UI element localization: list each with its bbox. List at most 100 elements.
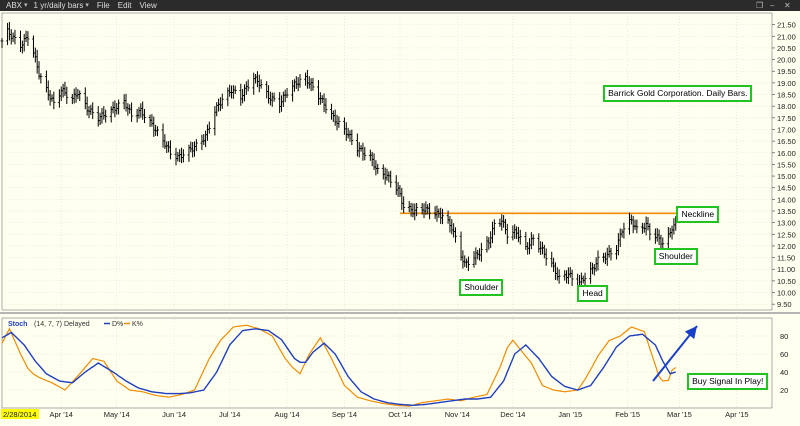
price-bar (603, 252, 607, 265)
price-bar (553, 262, 557, 280)
x-tick-label: Oct '14 (388, 410, 412, 419)
price-bar (644, 216, 648, 236)
price-bar (63, 81, 67, 96)
price-bar (570, 269, 574, 286)
restore-icon[interactable]: ❐ (756, 1, 764, 10)
price-bar (479, 242, 483, 262)
stoch-tick-label: 40 (780, 368, 788, 377)
price-bar (618, 228, 622, 248)
close-icon[interactable]: ✕ (784, 1, 791, 10)
menu-edit[interactable]: Edit (117, 1, 132, 10)
x-tick-label: Apr '15 (725, 410, 749, 419)
price-bar (161, 123, 165, 148)
price-bar (255, 71, 259, 88)
price-bar (402, 196, 406, 214)
price-bar (281, 91, 285, 107)
price-bar (44, 70, 48, 93)
price-bar (242, 84, 246, 102)
price-bar (152, 116, 156, 137)
price-bar (659, 234, 663, 249)
stoch-indicator-label[interactable]: Stoch (8, 321, 27, 328)
price-bar (215, 102, 219, 117)
price-bar (113, 100, 117, 118)
menu-view[interactable]: View (139, 1, 157, 10)
price-bar (385, 168, 389, 181)
price-bar (563, 270, 567, 281)
price-bar (13, 29, 17, 45)
buy-signal-arrow (652, 325, 698, 382)
price-bar (355, 133, 359, 157)
price-bar (370, 151, 374, 167)
price-tick-label: 20.00 (777, 56, 796, 65)
price-bar (372, 153, 376, 171)
price-bar (524, 231, 528, 251)
symbol-selector[interactable]: ABX ▾ (6, 0, 28, 11)
price-bar (268, 91, 272, 106)
price-tick-label: 20.50 (777, 44, 796, 53)
price-bar (505, 223, 509, 244)
price-bar (244, 81, 248, 95)
stoch-tick-label: 20 (780, 386, 788, 395)
x-tick-label: Nov '14 (445, 410, 470, 419)
price-tick-label: 16.50 (777, 137, 796, 146)
price-bar (39, 73, 43, 84)
price-bar (531, 234, 535, 246)
price-bar (117, 99, 121, 115)
price-bar (150, 114, 154, 127)
price-bar (191, 142, 195, 158)
menu-file[interactable]: File (96, 1, 110, 10)
price-bar (126, 103, 130, 116)
price-tick-label: 19.50 (777, 67, 796, 76)
price-tick-label: 16.00 (777, 149, 796, 158)
price-bar (672, 218, 676, 235)
x-tick-label: Sep '14 (332, 410, 357, 419)
price-bar (324, 98, 328, 114)
price-bar (91, 102, 95, 120)
price-bar (550, 251, 554, 268)
price-tick-label: 11.00 (777, 265, 795, 274)
price-bar (259, 79, 263, 89)
price-bar (231, 85, 235, 99)
price-bar (396, 182, 400, 197)
price-bar (181, 149, 185, 163)
price-tick-label: 15.00 (777, 172, 796, 181)
minimize-icon[interactable]: – (770, 1, 775, 10)
price-bar (422, 203, 426, 219)
price-bar (670, 225, 674, 240)
price-bar (70, 94, 74, 105)
price-bar (642, 222, 646, 233)
price-bar (363, 146, 367, 161)
x-tick-label: 2/28/2014 (3, 410, 36, 419)
price-bar (515, 226, 519, 239)
price-bar (204, 130, 208, 148)
x-tick-label: Feb '15 (615, 410, 640, 419)
price-bar (294, 76, 298, 89)
price-bar (59, 86, 63, 102)
price-bar (516, 226, 520, 243)
price-bar (583, 272, 587, 288)
stoch-tick-label: 80 (780, 332, 788, 341)
price-bar (441, 208, 445, 225)
pattern-label: Shoulder (459, 279, 504, 297)
price-bar (529, 232, 533, 250)
price-bar (615, 245, 619, 260)
neckline-label: Neckline (676, 205, 720, 223)
price-bar (168, 140, 172, 160)
price-bar (459, 231, 463, 261)
x-tick-label: May '14 (104, 410, 130, 419)
price-bar (278, 92, 282, 114)
price-bar (415, 202, 419, 217)
price-bar (348, 130, 352, 142)
price-bar (31, 35, 35, 58)
price-tick-label: 17.50 (777, 114, 796, 123)
price-bars (0, 21, 678, 294)
price-bar (485, 236, 489, 253)
price-bar (389, 170, 393, 188)
x-tick-label: Apr '14 (49, 410, 73, 419)
price-bar (22, 33, 26, 52)
price-bar (48, 89, 52, 106)
period-selector[interactable]: 1 yr/daily bars ▾ (34, 0, 89, 11)
price-bar (616, 233, 620, 256)
caret-down-icon: ▾ (24, 2, 28, 9)
